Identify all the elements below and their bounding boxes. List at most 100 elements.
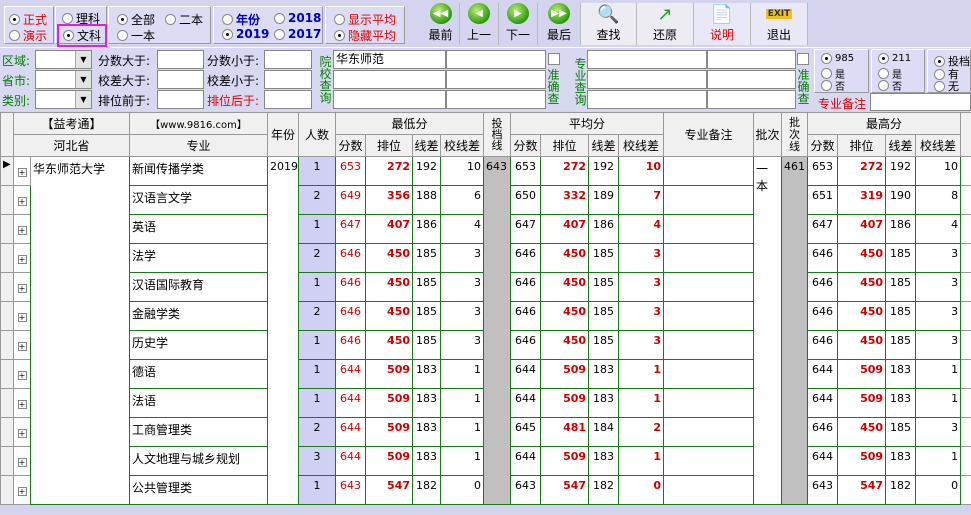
note-cell[interactable] — [663, 417, 755, 447]
category-select[interactable]: ▼ — [35, 90, 92, 109]
major-input-3b[interactable] — [707, 90, 796, 109]
row-indicator[interactable] — [0, 475, 14, 505]
prev-button[interactable]: ◀ 上一 — [460, 3, 499, 45]
row-indicator[interactable] — [0, 185, 14, 215]
note-cell[interactable] — [663, 446, 755, 476]
max-score-col[interactable]: 分数 — [807, 134, 839, 157]
row-indicator[interactable] — [0, 214, 14, 244]
province-select[interactable]: ▼ — [35, 70, 92, 89]
table-row[interactable]: + 工商管理类 2 644 509 183 1 645 481 184 2 646 450 185 3 — [0, 417, 971, 447]
batch-line-header[interactable]: 批次线 — [781, 112, 809, 157]
subject-radio-science[interactable]: 理科 — [62, 10, 100, 27]
major-cell[interactable]: 汉语国际教育 — [129, 272, 269, 302]
row-indicator[interactable] — [0, 417, 14, 447]
avg-score-col[interactable]: 分数 — [510, 134, 542, 157]
first-button[interactable]: ◀◀ 最前 — [422, 3, 460, 45]
avg-school-diff-col[interactable]: 校线差 — [618, 134, 665, 157]
note-cell[interactable] — [663, 330, 755, 360]
row-indicator[interactable] — [0, 359, 14, 389]
min-score-col[interactable]: 分数 — [335, 134, 367, 157]
university-cell[interactable]: 华东师范大学 — [29, 156, 131, 505]
rank-before-input[interactable] — [157, 90, 204, 109]
search-button[interactable]: 🔍 查找 — [581, 3, 637, 45]
row-indicator[interactable] — [0, 301, 14, 331]
mode-radio-demo[interactable]: 演示 — [9, 27, 47, 44]
note-cell[interactable] — [663, 475, 755, 505]
211-radio-yes[interactable]: 是 — [878, 66, 902, 81]
school-input-1[interactable]: 华东师范 — [333, 50, 446, 69]
note-cell[interactable] — [663, 359, 755, 389]
region-select[interactable]: ▼ — [35, 50, 92, 69]
table-row[interactable]: + 金融学类 2 646 450 185 3 646 450 185 3 646 450 185 3 — [0, 301, 971, 331]
major-input-2[interactable] — [587, 70, 707, 89]
average-radio-show[interactable]: 显示平均 — [334, 11, 396, 28]
table-row[interactable]: + 法语 1 644 509 183 1 644 509 183 1 644 509 183 1 — [0, 388, 971, 418]
major-cell[interactable]: 工商管理类 — [129, 417, 269, 447]
major-cell[interactable]: 公共管理类 — [129, 475, 269, 505]
score-lt-input[interactable] — [264, 50, 312, 69]
tdx-radio-yes[interactable]: 有 — [934, 66, 959, 82]
school-input-3[interactable] — [333, 90, 446, 109]
batch-radio-first[interactable]: 一本 — [117, 27, 155, 44]
major-input-2b[interactable] — [707, 70, 796, 89]
tdx-radio-all[interactable]: 投档 — [934, 53, 970, 69]
note-cell[interactable] — [663, 272, 755, 302]
school-exact-checkbox[interactable] — [548, 53, 560, 65]
major-cell[interactable]: 新闻传播学类 — [129, 156, 269, 186]
expand-toggle[interactable]: + — [13, 446, 31, 476]
table-row[interactable]: + 公共管理类 1 643 547 182 0 643 547 182 0 643 547 182 0 — [0, 475, 971, 505]
min-rank-col[interactable]: 排位 — [365, 134, 414, 157]
note-cell[interactable] — [663, 301, 755, 331]
major-cell[interactable]: 法语 — [129, 388, 269, 418]
expand-toggle[interactable]: + — [13, 475, 31, 505]
row-indicator[interactable]: ▶ — [0, 156, 14, 186]
985-radio-all[interactable]: 985 — [821, 53, 854, 64]
expand-toggle[interactable]: + — [13, 243, 31, 273]
note-cell[interactable] — [663, 156, 755, 186]
help-button[interactable]: 📄 说明 — [694, 3, 751, 45]
major-note-input[interactable] — [870, 93, 971, 111]
expand-toggle[interactable]: + — [13, 272, 31, 302]
expand-toggle[interactable]: + — [13, 214, 31, 244]
row-indicator[interactable] — [0, 446, 14, 476]
major-exact-checkbox[interactable] — [797, 53, 809, 65]
major-cell[interactable]: 德语 — [129, 359, 269, 389]
table-row[interactable]: + 汉语言文学 2 649 356 188 6 650 332 189 7 651 319 190 8 — [0, 185, 971, 215]
expand-toggle[interactable]: + — [13, 301, 31, 331]
year-radio-2017[interactable]: 2017 — [274, 27, 321, 41]
avg-rank-col[interactable]: 排位 — [540, 134, 590, 157]
row-indicator[interactable] — [0, 330, 14, 360]
major-header[interactable]: 专业 — [129, 134, 269, 157]
expand-toggle[interactable]: + — [13, 359, 31, 389]
diff-lt-input[interactable] — [264, 70, 312, 89]
note-cell[interactable] — [663, 214, 755, 244]
restore-button[interactable]: ↗ 还原 — [637, 3, 694, 45]
row-indicator[interactable] — [0, 243, 14, 273]
row-indicator[interactable] — [0, 388, 14, 418]
table-row[interactable]: + 汉语国际教育 1 646 450 185 3 646 450 185 3 646 450 185 3 — [0, 272, 971, 302]
major-cell[interactable]: 历史学 — [129, 330, 269, 360]
expand-toggle[interactable]: + — [13, 185, 31, 215]
count-header[interactable]: 人数 — [298, 112, 337, 157]
major-cell[interactable]: 人文地理与城乡规划 — [129, 446, 269, 476]
major-input-3[interactable] — [587, 90, 707, 109]
expand-toggle[interactable]: + — [13, 417, 31, 447]
note-header[interactable]: 专业备注 — [663, 112, 755, 157]
major-cell[interactable]: 法学 — [129, 243, 269, 273]
subject-radio-arts[interactable]: 文科 — [57, 24, 108, 47]
next-button[interactable]: ▶ 下一 — [499, 3, 538, 45]
note-cell[interactable] — [663, 185, 755, 215]
note-cell[interactable] — [663, 243, 755, 273]
mode-radio-formal[interactable]: 正式 — [9, 11, 47, 28]
table-row[interactable]: + 历史学 1 646 450 185 3 646 450 185 3 646 450 185 3 — [0, 330, 971, 360]
major-cell[interactable]: 汉语言文学 — [129, 185, 269, 215]
max-school-diff-col[interactable]: 校线差 — [915, 134, 962, 157]
school-input-3b[interactable] — [446, 90, 546, 109]
tdx-radio-no[interactable]: 无 — [934, 78, 959, 94]
batch-header[interactable]: 批次 — [753, 112, 783, 157]
note-cell[interactable] — [663, 388, 755, 418]
exit-button[interactable]: EXIT 退出 — [751, 3, 808, 45]
table-row[interactable]: + 人文地理与城乡规划 3 644 509 183 1 644 509 183 1 644 509 183… — [0, 446, 971, 476]
expand-toggle[interactable]: + — [13, 330, 31, 360]
major-cell[interactable]: 英语 — [129, 214, 269, 244]
